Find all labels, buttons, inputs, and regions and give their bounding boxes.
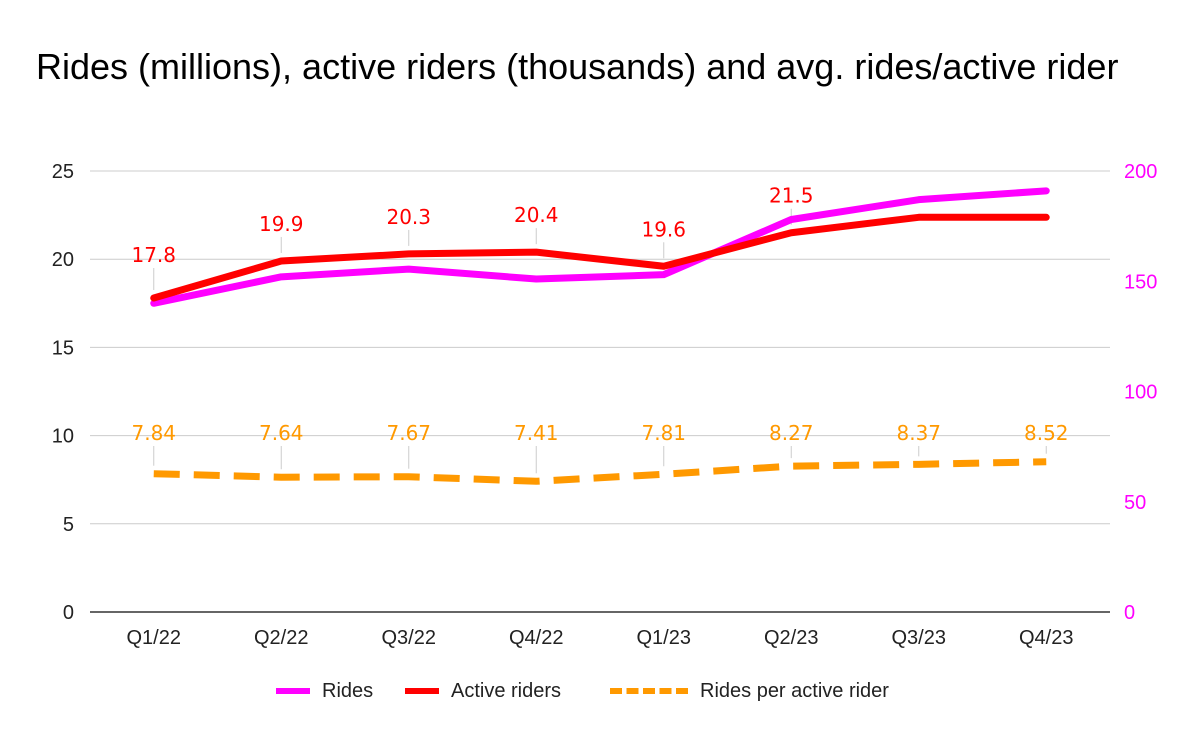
x-axis-ticks: Q1/22 Q2/22 Q3/22 Q4/22 Q1/23 Q2/23 Q3/23 Q4/23 (127, 627, 1074, 649)
right-tick-label: 50 (1124, 492, 1146, 514)
data-label: 21.5 (769, 184, 814, 208)
left-axis-ticks: 0 5 10 15 20 25 (52, 161, 74, 624)
series-line-active-riders (150, 213, 1050, 302)
legend: Rides Active riders Rides per active rid… (0, 676, 1200, 706)
x-tick-label: Q2/23 (764, 627, 818, 649)
x-tick-label: Q4/23 (1019, 627, 1073, 649)
left-tick-label: 15 (52, 337, 74, 359)
data-label: 8.52 (1024, 421, 1069, 445)
data-label: 7.41 (514, 421, 559, 445)
x-tick-label: Q1/23 (637, 627, 691, 649)
left-tick-label: 0 (63, 602, 74, 624)
data-label: 17.8 (131, 243, 176, 267)
chart-title: Rides (millions), active riders (thousan… (36, 46, 1119, 87)
data-label: 19.6 (641, 217, 686, 241)
legend-label-active-riders: Active riders (451, 679, 562, 702)
data-label: 19.9 (259, 212, 304, 236)
x-tick-label: Q3/22 (382, 627, 436, 649)
data-label: 7.67 (386, 421, 431, 445)
legend-item-active-riders: Active riders (405, 676, 561, 706)
legend-label-rides: Rides (322, 679, 374, 702)
series-line-rides-per-active-rider (153, 458, 1047, 485)
legend-swatch-rides (276, 688, 310, 694)
legend-swatch-active-riders (405, 688, 439, 694)
legend-item-rides-per-active-rider: Rides per active rider (610, 676, 889, 706)
data-label: 20.3 (386, 205, 431, 229)
label-leaders (153, 208, 1047, 474)
x-tick-label: Q1/22 (127, 627, 181, 649)
left-tick-label: 10 (52, 426, 74, 448)
right-tick-label: 200 (1124, 161, 1157, 183)
legend-swatch-rides-per-active-rider (610, 688, 688, 694)
right-tick-label: 150 (1124, 271, 1157, 293)
x-tick-label: Q4/22 (509, 627, 563, 649)
series-lines (150, 187, 1050, 485)
legend-item-rides: Rides (276, 676, 373, 706)
right-tick-label: 0 (1124, 602, 1135, 624)
x-tick-label: Q3/23 (892, 627, 946, 649)
data-label: 7.64 (259, 421, 304, 445)
data-label: 7.84 (131, 421, 176, 445)
series-line-rides (150, 187, 1050, 307)
left-tick-label: 25 (52, 161, 74, 183)
right-tick-label: 100 (1124, 382, 1157, 404)
data-labels: 17.8 19.9 20.3 20.4 19.6 21.5 7.84 7.64 7.67 7.41… (131, 184, 1068, 445)
left-tick-label: 20 (52, 249, 74, 271)
right-axis-ticks: 0 50 100 150 200 (1124, 161, 1157, 624)
data-label: 20.4 (514, 203, 559, 227)
grid-lines (90, 170, 1110, 613)
data-label: 7.81 (641, 421, 686, 445)
data-label: 8.37 (896, 421, 941, 445)
x-tick-label: Q2/22 (254, 627, 308, 649)
left-tick-label: 5 (63, 514, 74, 536)
data-label: 8.27 (769, 421, 814, 445)
legend-label-rides-per-active-rider: Rides per active rider (700, 679, 889, 702)
